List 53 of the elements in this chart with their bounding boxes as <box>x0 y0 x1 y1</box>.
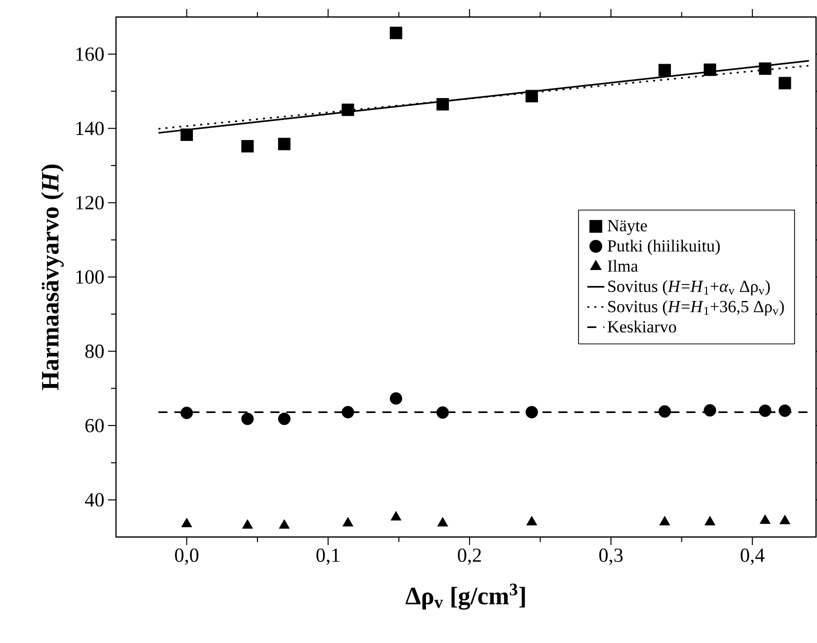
y-tick-label: 100 <box>76 270 104 284</box>
y-tick-label: 80 <box>85 344 104 358</box>
point <box>278 412 290 426</box>
point <box>659 516 670 526</box>
point <box>704 516 716 526</box>
point <box>180 406 193 420</box>
y-axis-title: Harmaasävyarvo (H) <box>41 164 64 390</box>
legend-label: Keskiarvo <box>608 320 676 333</box>
point <box>437 517 448 526</box>
legend-label: Putki (hiilikuitu) <box>608 240 720 256</box>
point <box>390 511 402 520</box>
point <box>658 405 671 418</box>
point <box>526 90 538 102</box>
point <box>180 128 193 141</box>
point <box>704 64 716 76</box>
point <box>390 26 402 40</box>
x-tick-label: 0,1 <box>316 548 340 565</box>
x-tick-label: 0,4 <box>740 548 765 565</box>
point <box>181 518 192 528</box>
point <box>342 406 354 418</box>
x-axis-title: Δρ$_{v}$ [g/cm$^{3}$] <box>406 584 525 610</box>
point <box>778 404 792 417</box>
point <box>658 64 671 76</box>
point <box>241 140 254 152</box>
x-tick-label: 0,0 <box>175 548 198 565</box>
x-tick-label: 0,3 <box>599 548 623 565</box>
point <box>278 519 290 529</box>
legend-label: Näyte <box>608 220 647 235</box>
point <box>241 412 254 426</box>
point <box>704 404 716 417</box>
point <box>278 138 290 150</box>
point <box>526 516 538 526</box>
point <box>242 519 253 529</box>
text: Sovitus (H=H$_{1}$+α$_{v}$ Δρ$_{v}$) <box>608 280 770 296</box>
y-tick-label: 120 <box>76 196 104 210</box>
point <box>778 76 792 90</box>
y-tick-label: 60 <box>85 418 104 432</box>
point <box>758 404 772 417</box>
point <box>390 392 402 405</box>
point <box>436 98 449 110</box>
point <box>342 104 354 116</box>
point <box>780 514 790 524</box>
y-tick-label: 140 <box>76 122 104 136</box>
point <box>760 514 770 524</box>
point <box>758 62 772 75</box>
legend-label: Ilma <box>608 260 638 272</box>
point <box>526 406 538 418</box>
x-tick-label: 0,2 <box>458 548 481 565</box>
point <box>436 406 449 419</box>
point <box>342 517 354 526</box>
y-tick-label: 160 <box>76 47 104 61</box>
y-tick-label: 40 <box>84 493 104 507</box>
legend-label: Sovitus (H=H$_{1}$+36,5 Δρ$_{v}$) <box>608 300 784 316</box>
